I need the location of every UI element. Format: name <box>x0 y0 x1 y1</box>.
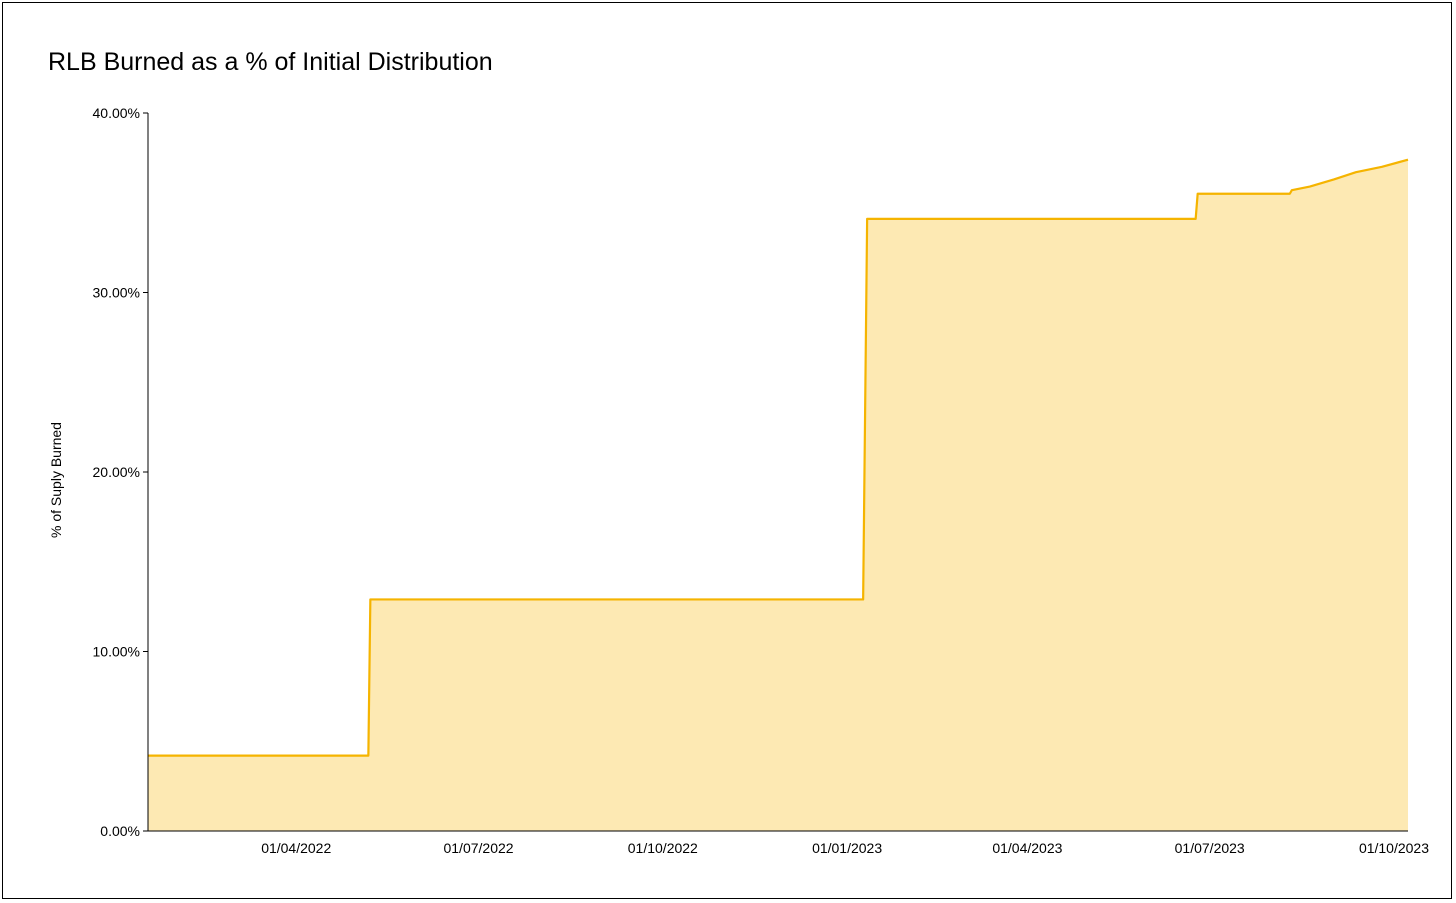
x-tick-label: 01/01/2023 <box>812 840 882 856</box>
y-tick-label: 10.00% <box>93 644 140 660</box>
y-tick-label: 40.00% <box>93 105 140 121</box>
y-tick-label: 0.00% <box>100 823 140 839</box>
x-tick-label: 01/07/2023 <box>1175 840 1245 856</box>
y-axis-label: % of Suply Burned <box>48 422 64 538</box>
tick-label-layer: 0.00% 10.00% 20.00% 30.00% 40.00% 01/04/2022 0… <box>93 105 1430 856</box>
series-area-fill <box>148 159 1408 832</box>
x-tick-label: 01/07/2022 <box>443 840 513 856</box>
x-tick-label: 01/04/2022 <box>261 840 331 856</box>
area-layer <box>148 158 1409 832</box>
series-line <box>148 158 1409 757</box>
y-tick-label: 20.00% <box>93 464 140 480</box>
x-tick-label: 01/04/2023 <box>992 840 1062 856</box>
chart-title: RLB Burned as a % of Initial Distributio… <box>48 48 493 76</box>
y-tick-label: 30.00% <box>93 285 140 301</box>
x-tick-label: 01/10/2022 <box>628 840 698 856</box>
x-tick-label: 01/10/2023 <box>1359 840 1429 856</box>
